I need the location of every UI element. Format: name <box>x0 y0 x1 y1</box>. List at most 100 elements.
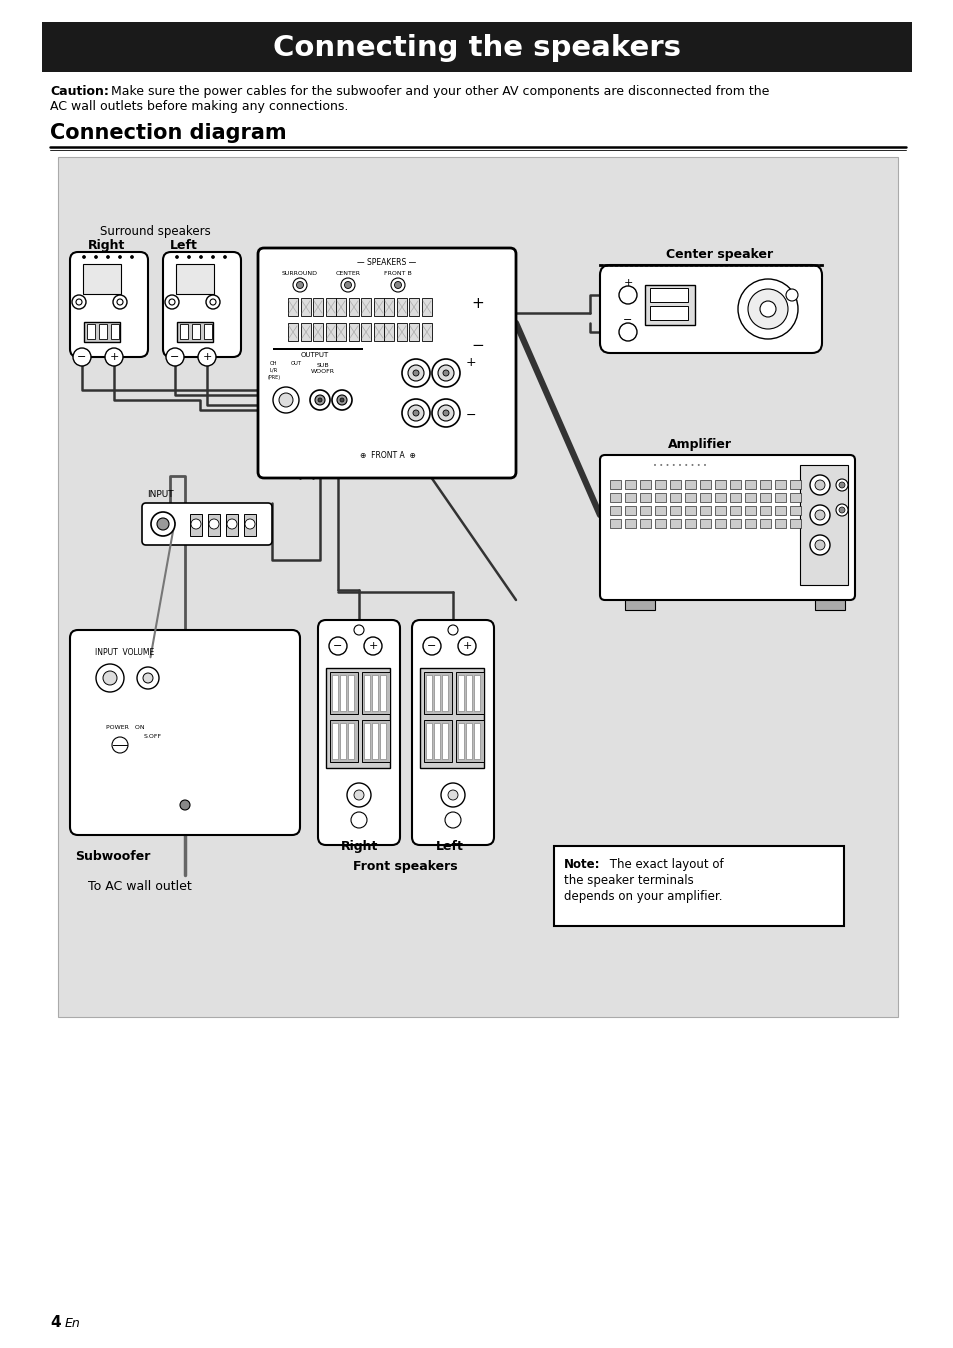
Bar <box>624 519 636 528</box>
Circle shape <box>180 799 190 810</box>
Bar <box>669 506 680 515</box>
Text: POWER   ON: POWER ON <box>106 725 145 731</box>
Bar <box>609 493 620 501</box>
Bar <box>434 723 439 759</box>
Circle shape <box>198 348 215 367</box>
Circle shape <box>809 535 829 555</box>
Bar <box>335 298 346 315</box>
Text: −: − <box>171 352 179 363</box>
Bar <box>609 506 620 515</box>
Text: −: − <box>465 408 476 422</box>
Circle shape <box>76 299 82 305</box>
Text: −: − <box>427 642 436 651</box>
Bar <box>655 519 665 528</box>
Circle shape <box>317 398 322 402</box>
Bar <box>83 264 121 294</box>
Bar <box>180 324 188 338</box>
Bar <box>339 675 346 710</box>
Circle shape <box>814 480 824 491</box>
Circle shape <box>296 282 303 288</box>
Text: S.OFF: S.OFF <box>144 735 162 739</box>
Bar <box>332 723 337 759</box>
Text: FRONT B: FRONT B <box>384 271 412 276</box>
Text: Caution:: Caution: <box>50 85 109 98</box>
Text: 4: 4 <box>50 1316 61 1330</box>
Bar <box>384 324 394 341</box>
Bar <box>372 723 377 759</box>
Bar <box>789 506 801 515</box>
Circle shape <box>199 256 202 259</box>
Circle shape <box>96 665 124 692</box>
Bar <box>609 480 620 489</box>
Bar <box>313 298 323 315</box>
Text: CH: CH <box>270 361 277 367</box>
Circle shape <box>432 399 459 427</box>
Bar <box>192 324 200 338</box>
Circle shape <box>209 519 219 528</box>
Text: Left: Left <box>170 239 197 252</box>
Text: −: − <box>622 315 632 325</box>
Circle shape <box>293 278 307 293</box>
Circle shape <box>347 783 371 807</box>
Text: +: + <box>110 352 118 363</box>
Bar <box>326 324 335 341</box>
Text: The exact layout of: The exact layout of <box>605 857 723 871</box>
Bar <box>244 514 255 537</box>
Bar <box>649 288 687 302</box>
Bar <box>177 322 213 342</box>
Circle shape <box>440 783 464 807</box>
Bar <box>774 506 785 515</box>
Bar <box>669 480 680 489</box>
Text: +: + <box>471 295 484 310</box>
Bar <box>714 506 725 515</box>
Bar <box>474 723 479 759</box>
Circle shape <box>103 671 117 685</box>
Bar <box>99 324 107 338</box>
Bar <box>348 723 354 759</box>
Text: En: En <box>65 1317 81 1330</box>
Bar <box>639 493 650 501</box>
Bar <box>208 514 220 537</box>
Circle shape <box>747 288 787 329</box>
Circle shape <box>395 282 401 288</box>
Circle shape <box>212 256 214 259</box>
Circle shape <box>408 404 423 421</box>
Text: OUTPUT: OUTPUT <box>300 352 329 359</box>
Bar <box>714 480 725 489</box>
Bar <box>339 723 346 759</box>
FancyBboxPatch shape <box>70 630 299 834</box>
Bar <box>349 324 358 341</box>
Circle shape <box>175 256 178 259</box>
FancyBboxPatch shape <box>599 266 821 353</box>
Bar <box>330 673 357 714</box>
Circle shape <box>223 256 226 259</box>
Circle shape <box>760 301 775 317</box>
Text: Left: Left <box>436 840 463 853</box>
Bar <box>396 324 407 341</box>
Bar <box>426 675 432 710</box>
Bar <box>814 600 844 611</box>
Bar <box>649 306 687 319</box>
Bar <box>326 298 335 315</box>
Bar <box>700 493 710 501</box>
Text: the speaker terminals: the speaker terminals <box>563 874 693 887</box>
Bar <box>760 506 770 515</box>
Circle shape <box>165 295 179 309</box>
Bar <box>360 324 371 341</box>
Circle shape <box>437 365 454 381</box>
Text: depends on your amplifier.: depends on your amplifier. <box>563 890 721 903</box>
Bar <box>465 675 472 710</box>
Bar <box>423 673 452 714</box>
Circle shape <box>329 638 347 655</box>
Bar <box>87 324 95 338</box>
Circle shape <box>835 504 847 516</box>
Circle shape <box>82 256 86 259</box>
Circle shape <box>442 410 449 417</box>
Bar <box>421 324 432 341</box>
Circle shape <box>210 299 215 305</box>
Text: • • • • • • • • •: • • • • • • • • • <box>652 462 706 469</box>
Circle shape <box>227 519 236 528</box>
Text: AC wall outlets before making any connections.: AC wall outlets before making any connec… <box>50 100 348 113</box>
Bar <box>273 348 363 350</box>
Bar <box>655 493 665 501</box>
